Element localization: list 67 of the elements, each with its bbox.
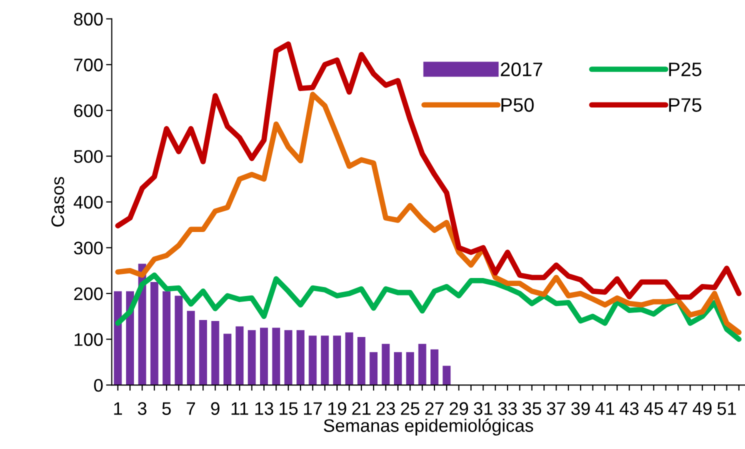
y-tick-label: 200: [74, 287, 103, 300]
bar: [199, 320, 208, 386]
x-tick-label: 9: [211, 402, 220, 415]
bar: [320, 336, 329, 386]
bar: [248, 330, 256, 386]
x-tick-label: 21: [352, 402, 371, 415]
bar: [394, 352, 402, 386]
legend-label: P50: [501, 98, 534, 112]
bar: [357, 336, 366, 386]
x-tick-label: 49: [692, 402, 712, 415]
x-tick-label: 43: [620, 402, 639, 415]
y-tick-label: 500: [74, 150, 103, 163]
bar: [430, 349, 438, 386]
bar: [418, 344, 426, 386]
bar: [162, 291, 171, 386]
y-tick-label: 600: [74, 104, 103, 118]
x-tick-label: 37: [546, 402, 566, 415]
x-tick-label: 45: [644, 402, 663, 415]
bar: [296, 330, 304, 386]
x-tick-label: 23: [376, 402, 395, 415]
x-tick-label: 19: [328, 402, 346, 415]
bar: [406, 352, 414, 386]
y-tick-label: 700: [74, 58, 103, 72]
bar: [442, 366, 451, 386]
bar: [174, 296, 183, 386]
bar: [260, 328, 268, 386]
bar: [114, 291, 122, 386]
x-tick-label: 17: [304, 402, 322, 415]
x-tick-label: 31: [474, 402, 492, 415]
bar: [370, 352, 378, 386]
x-tick-label: 51: [717, 402, 736, 415]
legend-label: 2017: [500, 62, 542, 76]
x-axis-title: Semanas epidemiológicas: [324, 418, 534, 436]
bar: [150, 282, 158, 386]
x-tick-label: 13: [255, 402, 274, 415]
x-tick-label: 35: [522, 402, 542, 415]
bar: [272, 328, 280, 386]
y-tick-label: 800: [74, 12, 103, 26]
x-tick-label: 47: [668, 402, 688, 415]
bar: [345, 332, 354, 386]
y-tick-label: 0: [94, 378, 103, 392]
bar: [333, 336, 341, 386]
bar: [308, 336, 317, 386]
x-tick-label: 39: [571, 402, 590, 415]
x-tick-label: 7: [186, 402, 196, 415]
x-tick-label: 1: [114, 402, 122, 415]
x-tick-label: 3: [138, 402, 146, 415]
legend-label: P25: [669, 62, 702, 76]
y-axis-title: Casos: [51, 177, 64, 227]
y-tick-label: 300: [74, 242, 103, 254]
x-tick-label: 15: [280, 402, 298, 415]
y-tick-label: 400: [74, 196, 103, 209]
x-tick-label: 25: [400, 402, 420, 415]
bar: [236, 326, 244, 386]
legend-label: P75: [669, 98, 702, 112]
bar: [223, 334, 232, 386]
x-tick-label: 29: [450, 402, 468, 415]
x-tick-label: 27: [425, 402, 444, 415]
y-tick-label: 100: [74, 333, 103, 346]
bar: [186, 310, 195, 386]
bar: [284, 330, 292, 386]
x-tick-label: 41: [595, 402, 614, 415]
bar: [382, 344, 390, 386]
bar: [211, 320, 220, 386]
x-tick-label: 11: [232, 402, 248, 415]
x-tick-label: 33: [498, 402, 517, 415]
x-tick-label: 5: [162, 402, 171, 415]
